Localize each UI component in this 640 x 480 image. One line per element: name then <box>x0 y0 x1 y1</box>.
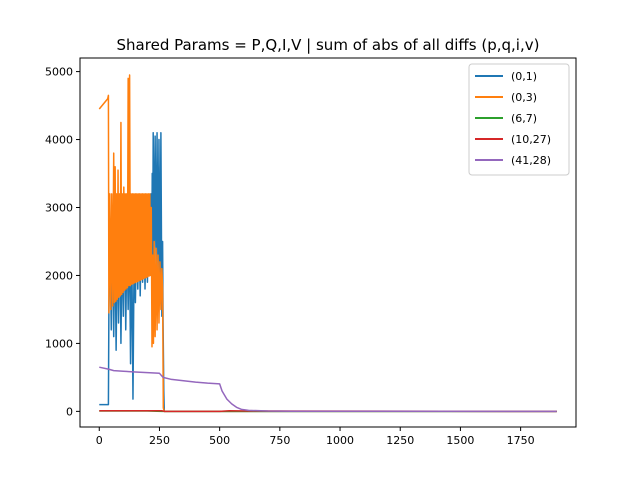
y-tick-label: 5000 <box>45 66 73 79</box>
x-tick-label: 1000 <box>326 434 354 447</box>
series-lines <box>98 74 557 413</box>
legend-label: (10,27) <box>511 133 551 146</box>
y-tick-label: 2000 <box>45 269 73 282</box>
x-tick-label: 1750 <box>507 434 535 447</box>
y-tick-label: 4000 <box>45 134 73 147</box>
y-tick-label: 3000 <box>45 202 73 215</box>
x-tick-label: 500 <box>209 434 230 447</box>
legend-label: (6,7) <box>511 112 537 125</box>
x-tick-label: 1500 <box>446 434 474 447</box>
legend: (0,1) (0,3) (6,7) (10,27) (41,28) <box>468 63 570 176</box>
x-tick-label: 250 <box>149 434 170 447</box>
y-tick-label: 1000 <box>45 337 73 350</box>
legend-label: (41,28) <box>511 154 551 167</box>
axes: 0 250 500 750 1000 1250 1500 1750 0 1000 2000 3000 4… <box>45 66 535 447</box>
legend-box <box>468 63 570 176</box>
y-tick-label: 0 <box>66 405 73 418</box>
x-tick-label: 750 <box>269 434 290 447</box>
x-tick-label: 0 <box>96 434 103 447</box>
legend-label: (0,3) <box>511 91 537 104</box>
x-tick-label: 1250 <box>386 434 414 447</box>
series-line <box>99 366 557 413</box>
chart-title: Shared Params = P,Q,I,V | sum of abs of … <box>117 36 540 54</box>
series-line <box>98 74 557 413</box>
plot-frame <box>79 57 577 428</box>
legend-label: (0,1) <box>511 70 537 83</box>
